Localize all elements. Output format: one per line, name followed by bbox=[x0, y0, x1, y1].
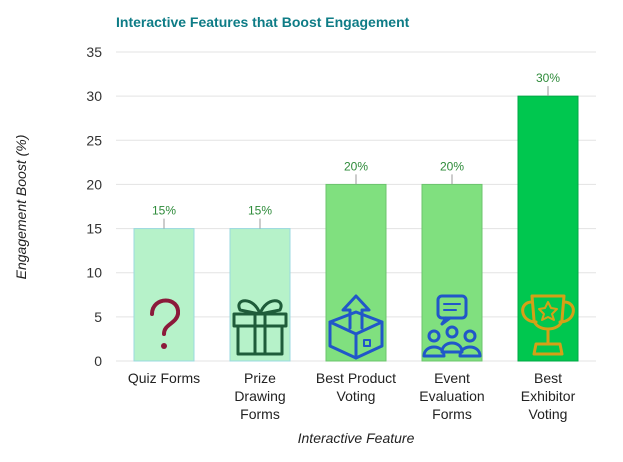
trophy-icon bbox=[521, 294, 575, 356]
x-tick-label: Quiz Forms bbox=[128, 370, 200, 386]
x-tick-label: Prize Drawing Forms bbox=[234, 370, 285, 422]
x-tick-label: Event Evaluation Forms bbox=[419, 370, 484, 422]
gift-box-icon bbox=[232, 299, 288, 356]
y-axis-title: Engagement Boost (%) bbox=[13, 135, 29, 280]
data-label: 30% bbox=[536, 71, 560, 85]
y-tick-label: 25 bbox=[86, 132, 102, 148]
y-tick-label: 15 bbox=[86, 221, 102, 237]
y-axis-ticks: 0 5 10 15 20 25 30 35 bbox=[86, 44, 102, 369]
y-tick-label: 0 bbox=[94, 353, 102, 369]
x-tick-label: Best Product Voting bbox=[316, 370, 396, 404]
x-axis-title: Interactive Feature bbox=[298, 430, 415, 446]
y-tick-label: 35 bbox=[86, 44, 102, 60]
data-label: 15% bbox=[152, 204, 176, 218]
x-tick-label: Best Exhibitor Voting bbox=[521, 370, 576, 422]
ballot-box-icon bbox=[328, 294, 384, 360]
y-tick-label: 10 bbox=[86, 265, 102, 281]
bar bbox=[421, 183, 483, 362]
bar bbox=[133, 228, 195, 362]
bar-icons bbox=[150, 294, 575, 360]
y-tick-label: 30 bbox=[86, 88, 102, 104]
feedback-group-icon bbox=[422, 294, 482, 358]
bar bbox=[517, 95, 579, 362]
bar bbox=[229, 228, 291, 362]
y-tick-label: 5 bbox=[94, 309, 102, 325]
chart-title: Interactive Features that Boost Engageme… bbox=[116, 14, 410, 30]
data-labels: 15% 15% 20% 20% 30% bbox=[152, 71, 560, 229]
data-label: 15% bbox=[248, 204, 272, 218]
x-axis-categories: Quiz Forms Prize Drawing Forms Best Product V… bbox=[128, 370, 576, 422]
question-mark-icon bbox=[150, 298, 181, 349]
y-tick-label: 20 bbox=[86, 176, 102, 192]
bar bbox=[325, 183, 387, 362]
data-label: 20% bbox=[440, 159, 464, 173]
data-label: 20% bbox=[344, 159, 368, 173]
